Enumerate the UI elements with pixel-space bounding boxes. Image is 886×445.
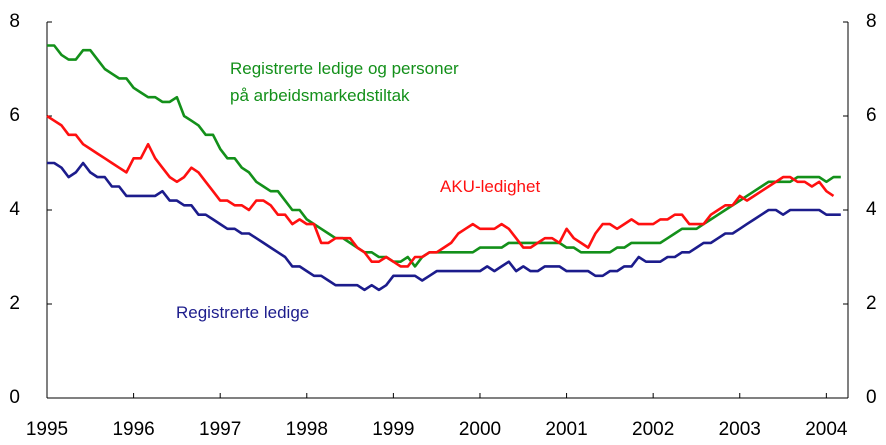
x-tick-label: 2003 xyxy=(719,419,761,440)
y-tick-label: 8 xyxy=(9,11,20,32)
y2-tick-label: 4 xyxy=(866,199,877,220)
x-tick-label: 1996 xyxy=(112,419,154,440)
x-tick-label: 1997 xyxy=(199,419,241,440)
x-tick-label: 1995 xyxy=(26,419,68,440)
y-tick-label: 4 xyxy=(9,199,20,220)
y2-tick-label: 8 xyxy=(866,11,877,32)
series-label: Registrerte ledige og personer på arbeid… xyxy=(230,59,459,105)
x-tick-label: 2000 xyxy=(459,419,501,440)
y-tick-label: 6 xyxy=(9,105,20,126)
x-tick-label: 2004 xyxy=(805,419,848,440)
x-tick-label: 1998 xyxy=(286,419,328,440)
y2-tick-label: 0 xyxy=(866,387,877,408)
series-line xyxy=(46,114,835,268)
y-tick-label: 0 xyxy=(9,387,20,408)
series-line xyxy=(47,161,841,292)
x-tick-label: 1999 xyxy=(372,419,414,440)
y-tick-label: 2 xyxy=(9,293,20,314)
series-label: Registrerte ledige xyxy=(176,303,310,322)
series-line xyxy=(47,44,841,268)
x-tick-label: 2002 xyxy=(632,419,674,440)
y2-tick-label: 6 xyxy=(866,105,877,126)
y2-tick-label: 2 xyxy=(866,293,877,314)
x-tick-label: 2001 xyxy=(545,419,587,440)
series-label: AKU-ledighet xyxy=(440,177,541,196)
